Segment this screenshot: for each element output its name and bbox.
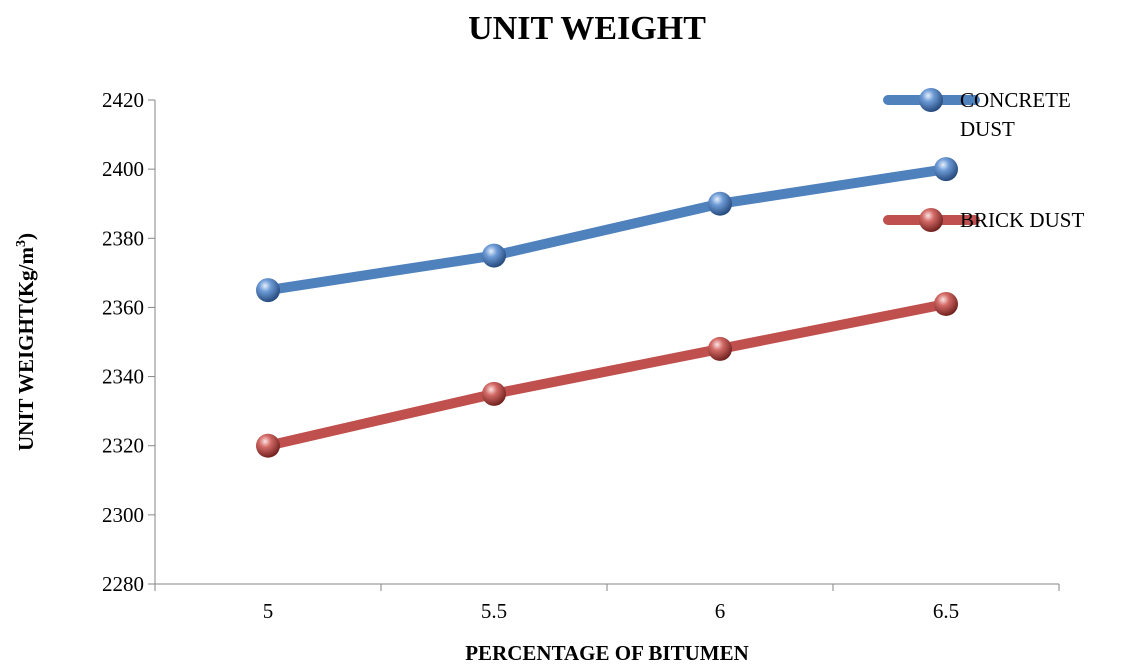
data-point — [934, 291, 958, 316]
data-point — [708, 191, 732, 216]
y-tick-label: 2360 — [102, 295, 144, 319]
legend: CONCRETE DUST BRICK DUST — [883, 88, 1084, 232]
x-tick-label: 6 — [715, 599, 726, 623]
y-axis-ticks: 2280 2300 2320 2340 2360 2380 2400 2420 — [102, 88, 155, 596]
legend-label: CONCRETE — [960, 88, 1071, 112]
x-axis-title: PERCENTAGE OF BITUMEN — [465, 641, 749, 665]
x-axis-ticks: 5 5.5 6 6.5 — [154, 584, 1060, 623]
series-line-0 — [263, 164, 951, 296]
data-point — [256, 278, 280, 303]
y-tick-label: 2340 — [102, 365, 144, 389]
y-axis-title-superscript: 3 — [14, 240, 29, 247]
series-line-1 — [263, 298, 951, 451]
data-point — [482, 243, 506, 268]
data-point — [708, 336, 732, 361]
chart-title: UNIT WEIGHT — [468, 10, 706, 47]
x-tick-label: 6.5 — [933, 599, 959, 623]
y-tick-label: 2380 — [102, 226, 144, 250]
y-tick-label: 2320 — [102, 434, 144, 458]
y-tick-label: 2420 — [102, 88, 144, 112]
data-point — [934, 157, 958, 182]
y-tick-label: 2280 — [102, 572, 144, 596]
series-group — [256, 157, 958, 458]
y-axis-title-close: ) — [14, 233, 38, 240]
legend-swatch-marker — [919, 208, 943, 232]
y-axis-title-main: UNIT WEIGHT(Kg/m — [14, 246, 38, 451]
x-tick-label: 5.5 — [481, 599, 507, 623]
x-tick-label: 5 — [263, 599, 274, 623]
y-axis-title: UNIT WEIGHT(Kg/m3) — [14, 233, 38, 451]
y-tick-label: 2300 — [102, 503, 144, 527]
legend-swatch-marker — [919, 88, 943, 112]
y-tick-label: 2400 — [102, 157, 144, 181]
legend-label: DUST — [960, 117, 1015, 141]
data-point — [482, 381, 506, 406]
data-point — [256, 433, 280, 458]
legend-label: BRICK DUST — [960, 208, 1084, 232]
